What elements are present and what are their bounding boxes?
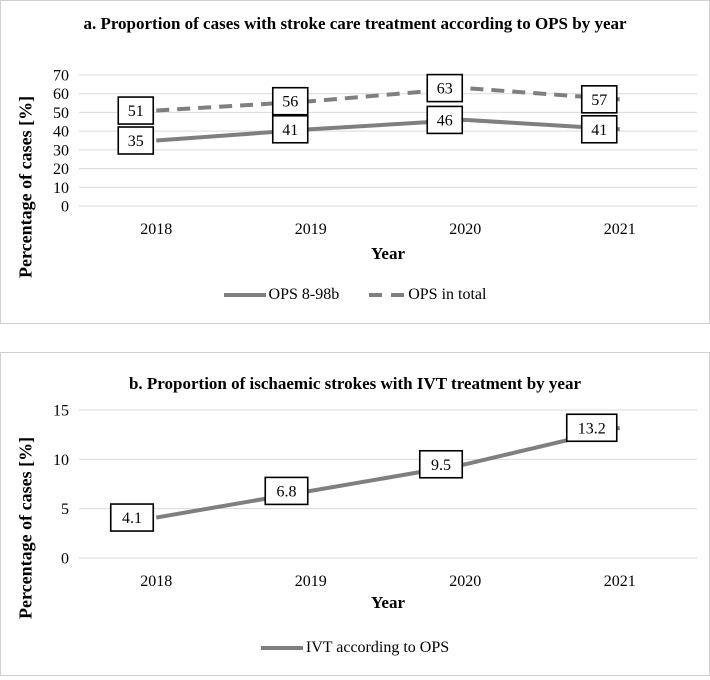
solid-line-icon <box>223 293 266 297</box>
x-tick-label: 2019 <box>295 221 327 238</box>
y-tick-label: 70 <box>53 68 69 85</box>
y-tick-label: 5 <box>61 501 69 518</box>
legend-label: IVT according to OPS <box>305 639 450 656</box>
x-tick-label: 2018 <box>140 221 172 238</box>
data-label-text: 41 <box>591 122 607 139</box>
chart-a-y-axis-label: Percentage of cases [%] <box>15 95 36 279</box>
chart-svg: 0 5 10 15 2018 2019 2020 2021 4.1 6.8 9.5 13.2 <box>53 403 697 590</box>
chart-b-x-axis-label: Year <box>371 593 405 612</box>
data-label-box <box>264 476 309 506</box>
chart-a-legend: OPS 8-98b OPS in total <box>1 286 709 304</box>
legend-item-ivt: IVT according to OPS <box>260 639 450 657</box>
chart-a-panel: 0 10 20 30 40 50 60 70 2018 2019 2020 2021 35 41 46 41 5… <box>0 0 710 324</box>
data-label-box <box>271 114 309 144</box>
chart-b-title: b. Proportion of ischaemic strokes with … <box>128 374 582 393</box>
data-label-text: 56 <box>282 94 298 111</box>
y-tick-label: 10 <box>53 180 69 197</box>
data-label-box <box>117 126 155 155</box>
data-label-text: 4.1 <box>122 510 142 527</box>
x-tick-label: 2021 <box>604 573 636 590</box>
chart-b-legend: IVT according to OPS <box>1 639 709 657</box>
data-label-box <box>426 73 464 103</box>
data-label-text: 51 <box>128 103 144 120</box>
series-line <box>156 117 620 143</box>
x-tick-label: 2020 <box>449 573 481 590</box>
data-label-text: 63 <box>437 81 453 98</box>
data-label-box <box>109 503 155 532</box>
x-tick-label: 2019 <box>295 573 327 590</box>
data-label-box <box>418 449 464 479</box>
y-tick-label: 20 <box>53 161 69 178</box>
dashed-line-icon <box>369 293 406 297</box>
data-label-box <box>271 86 309 116</box>
data-label-text: 46 <box>437 112 453 129</box>
chart-b-y-axis-label: Percentage of cases [%] <box>15 436 36 620</box>
y-tick-label: 50 <box>53 105 69 122</box>
data-label-box <box>565 413 618 443</box>
series-line <box>155 425 621 520</box>
chart-a-title: a. Proportion of cases with stroke care … <box>83 14 627 33</box>
chart-a-x-axis-label: Year <box>371 244 405 263</box>
chart-b-panel: 0 5 10 15 2018 2019 2020 2021 4.1 6.8 9.5 13.2 b. P… <box>0 352 710 676</box>
x-tick-label: 2021 <box>604 221 636 238</box>
data-label-box <box>426 105 464 135</box>
legend-item-ops-in-total: OPS in total <box>369 286 486 304</box>
legend-label: OPS in total <box>408 286 487 303</box>
y-tick-label: 0 <box>61 551 69 568</box>
series-line <box>156 86 620 113</box>
chart-a-plot: 0 10 20 30 40 50 60 70 2018 2019 2020 2021 35 41 46 41 5… <box>1 1 709 323</box>
solid-line-icon <box>260 646 303 650</box>
data-label-text: 57 <box>591 92 607 109</box>
y-tick-label: 0 <box>61 199 69 216</box>
x-tick-label: 2018 <box>140 573 172 590</box>
chart-b-plot: 0 5 10 15 2018 2019 2020 2021 4.1 6.8 9.5 13.2 <box>1 353 709 675</box>
y-tick-label: 60 <box>53 86 69 103</box>
data-label-box <box>580 85 618 114</box>
data-label-text: 13.2 <box>578 420 606 437</box>
legend-item-ops-8-98b: OPS 8-98b <box>223 286 340 304</box>
data-label-text: 41 <box>282 122 298 139</box>
data-label-box <box>580 114 618 144</box>
data-label-text: 9.5 <box>431 457 451 474</box>
y-tick-label: 10 <box>53 452 69 469</box>
data-label-text: 6.8 <box>277 483 297 500</box>
y-tick-label: 15 <box>53 403 69 420</box>
y-tick-label: 40 <box>53 124 69 141</box>
y-tick-label: 30 <box>53 142 69 159</box>
data-label-text: 35 <box>128 133 144 150</box>
legend-label: OPS 8-98b <box>268 286 340 303</box>
x-tick-label: 2020 <box>449 221 481 238</box>
data-label-box <box>117 96 155 125</box>
